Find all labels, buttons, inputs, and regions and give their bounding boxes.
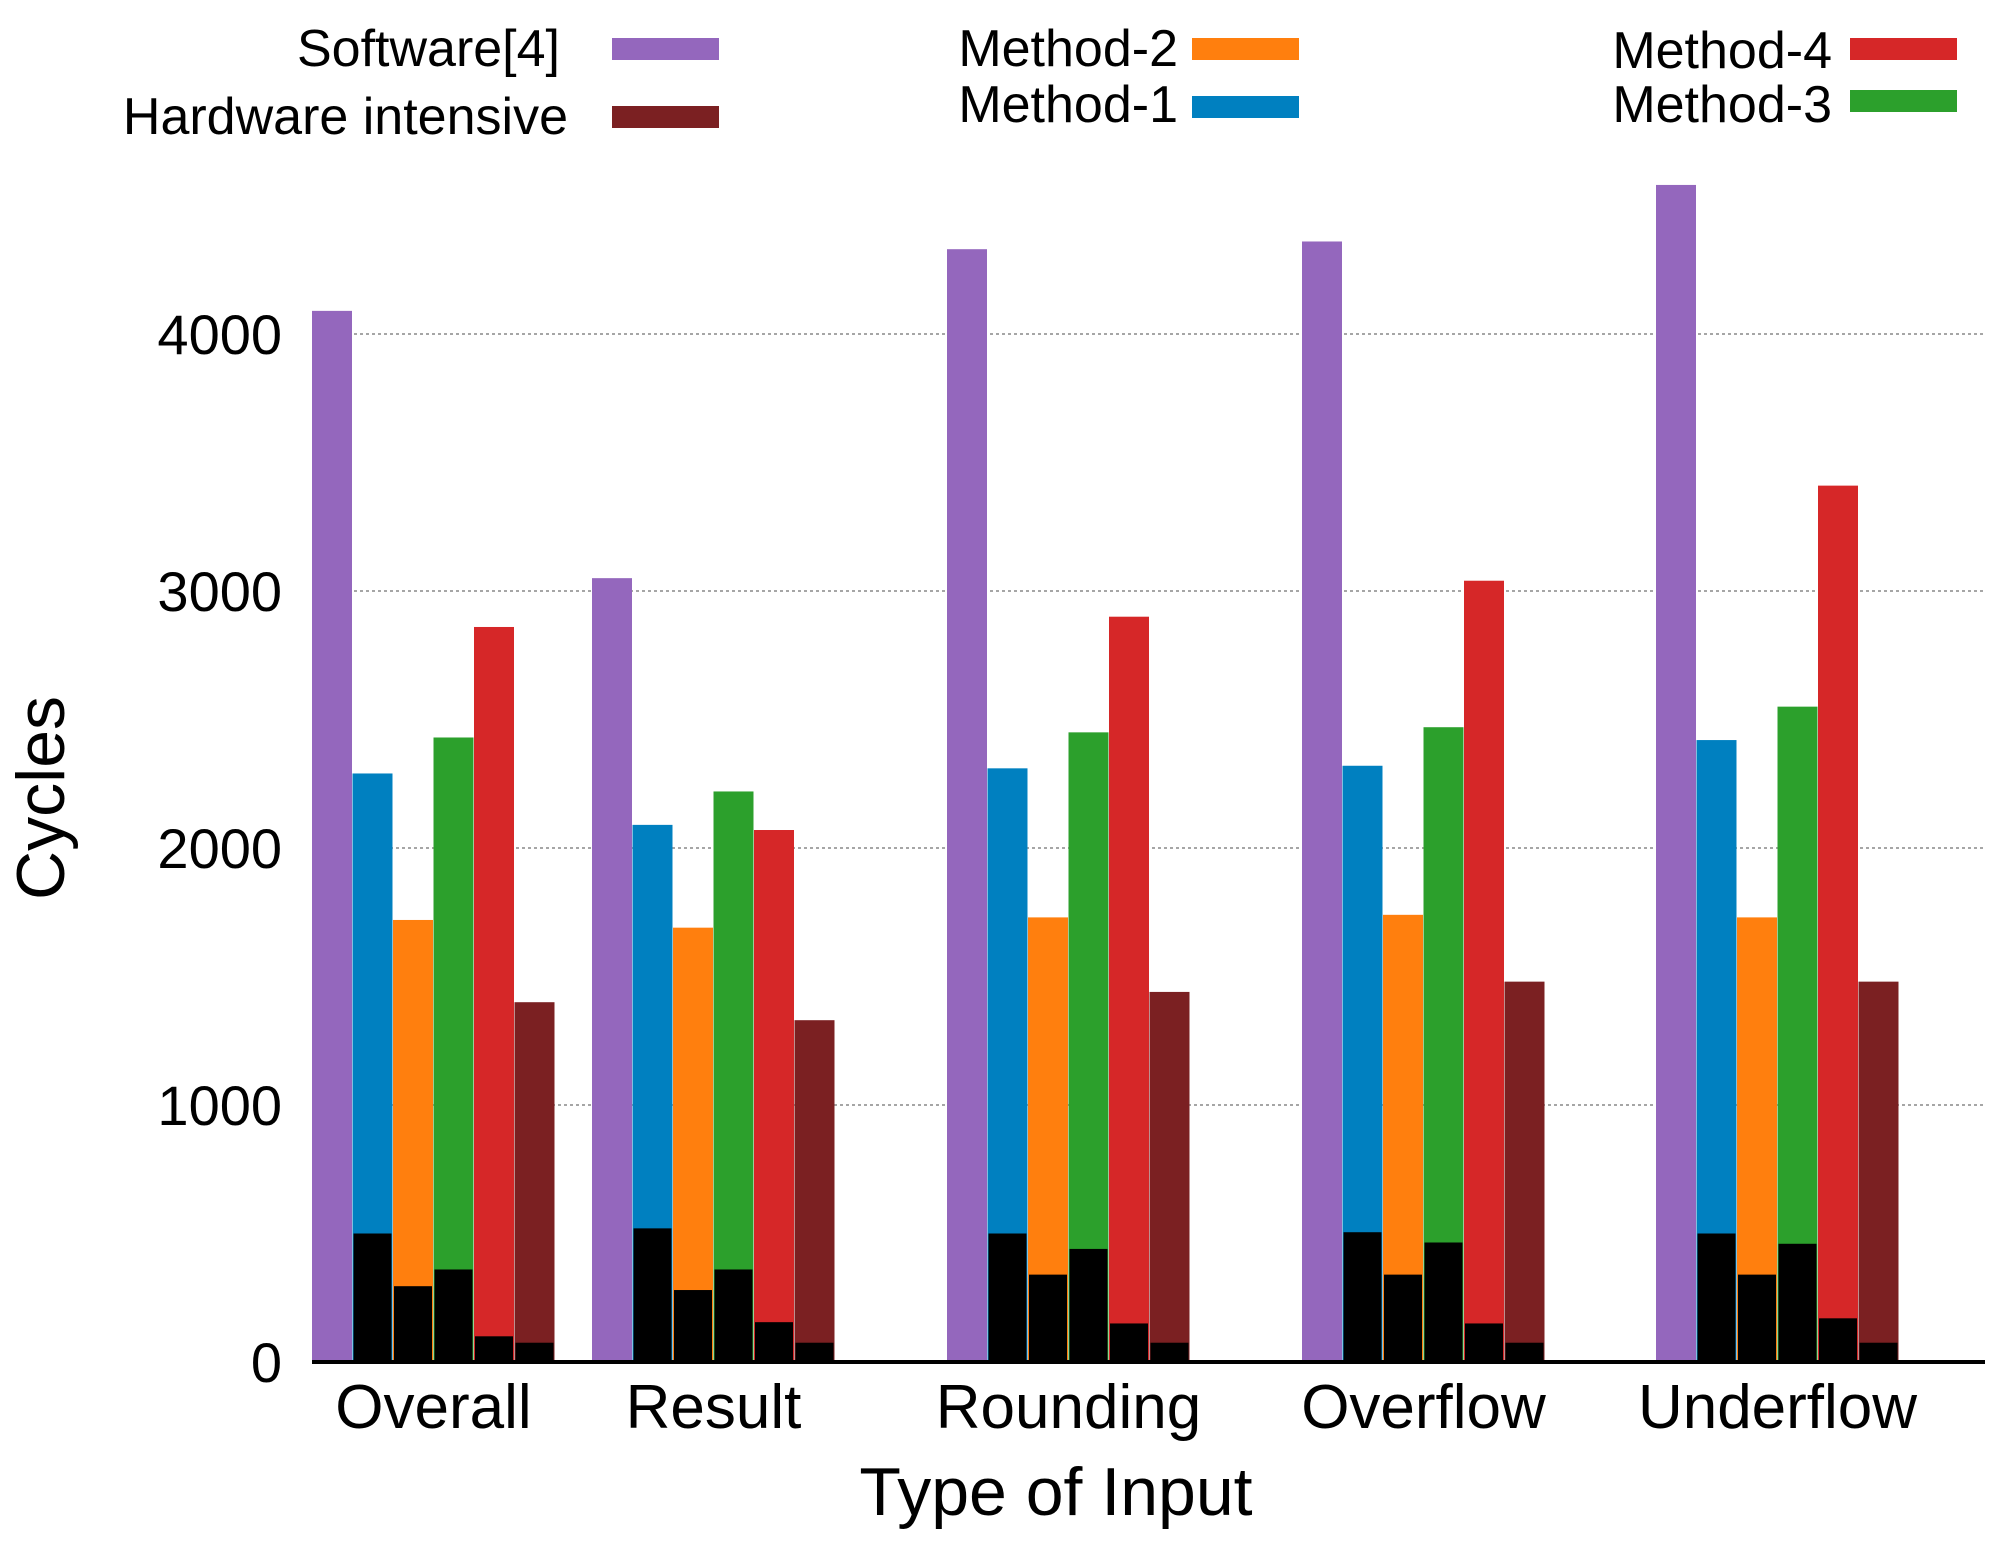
bar-method-4-underflow — [1818, 485, 1858, 1362]
inner-bar-hardware-intensive-overall — [515, 1342, 554, 1362]
inner-bar-method-1-overflow — [1343, 1232, 1382, 1362]
bars — [312, 184, 1899, 1363]
inner-bar-method-3-overall — [434, 1269, 473, 1362]
inner-bar-method-2-overall — [394, 1286, 432, 1362]
bar-method-4-overflow — [1464, 580, 1504, 1362]
bar-software-4--result — [592, 578, 632, 1362]
legend-label: Method-2 — [958, 20, 1178, 78]
inner-bar-method-4-overall — [475, 1336, 513, 1362]
bar-method-4-rounding — [1109, 616, 1149, 1362]
bar-method-3-result — [713, 791, 754, 1362]
bar-hardware-intensive-result — [794, 1020, 835, 1362]
bar-method-2-result — [673, 927, 713, 1362]
x-axis-title: Type of Input — [859, 1454, 1252, 1530]
bar-software-4--rounding — [947, 249, 987, 1363]
x-tick-label: Underflow — [1638, 1373, 1917, 1442]
inner-bar-method-4-overflow — [1465, 1323, 1503, 1362]
legend: Software[4]Hardware intensiveMethod-2Met… — [123, 20, 1957, 146]
inner-bar-method-2-overflow — [1384, 1274, 1422, 1362]
legend-label: Method-1 — [958, 76, 1178, 134]
x-tick-label: Overflow — [1301, 1373, 1546, 1442]
legend-label: Method-3 — [1612, 76, 1832, 134]
inner-bar-method-4-underflow — [1819, 1318, 1857, 1362]
inner-bar-method-1-overall — [353, 1233, 392, 1362]
x-tick-label: Rounding — [936, 1373, 1201, 1442]
legend-swatch — [612, 38, 719, 60]
legend-label: Software[4] — [297, 20, 560, 78]
bar-method-4-overall — [474, 626, 514, 1362]
inner-bar-method-2-rounding — [1029, 1274, 1067, 1362]
y-tick-label: 0 — [251, 1331, 282, 1394]
legend-swatch — [1850, 38, 1957, 60]
legend-swatch — [1192, 96, 1299, 118]
inner-bar-method-1-result — [633, 1228, 672, 1362]
y-tick-label: 4000 — [157, 303, 282, 366]
inner-bar-method-4-rounding — [1110, 1323, 1148, 1362]
inner-bars — [353, 1228, 1898, 1362]
bar-hardware-intensive-underflow — [1858, 981, 1899, 1362]
legend-swatch — [612, 106, 719, 128]
x-tick-labels: Overall Result Rounding Overflow Underflow — [335, 1373, 1917, 1442]
y-tick-label: 3000 — [157, 560, 282, 623]
bar-hardware-intensive-rounding — [1149, 991, 1190, 1362]
x-tick-label: Overall — [335, 1373, 531, 1442]
inner-bar-method-3-underflow — [1778, 1243, 1817, 1362]
inner-bar-method-3-rounding — [1069, 1248, 1108, 1362]
bar-software-4--overall — [312, 310, 352, 1362]
x-tick-label: Result — [626, 1373, 802, 1442]
inner-bar-method-2-underflow — [1738, 1274, 1776, 1362]
inner-bar-method-3-overflow — [1424, 1242, 1463, 1362]
y-tick-labels: 0 1000 2000 3000 4000 — [157, 303, 282, 1394]
inner-bar-method-1-rounding — [988, 1233, 1027, 1362]
y-tick-label: 1000 — [157, 1074, 282, 1137]
inner-bar-hardware-intensive-underflow — [1859, 1342, 1898, 1362]
bar-hardware-intensive-overflow — [1504, 981, 1545, 1362]
inner-bar-hardware-intensive-overflow — [1505, 1342, 1544, 1362]
legend-swatch — [1192, 38, 1299, 60]
bar-software-4--underflow — [1656, 184, 1696, 1363]
inner-bar-hardware-intensive-result — [795, 1342, 834, 1362]
y-axis-title: Cycles — [3, 696, 79, 900]
y-tick-label: 2000 — [157, 817, 282, 880]
legend-swatch — [1850, 90, 1957, 112]
inner-bar-method-1-underflow — [1697, 1233, 1736, 1362]
bar-method-3-overall — [433, 737, 474, 1362]
inner-bar-method-4-result — [755, 1322, 793, 1362]
bar-method-4-result — [754, 830, 794, 1362]
legend-label: Hardware intensive — [123, 88, 568, 146]
legend-label: Method-4 — [1612, 22, 1832, 80]
bar-hardware-intensive-overall — [514, 1002, 555, 1362]
inner-bar-method-3-result — [714, 1269, 753, 1362]
inner-bar-hardware-intensive-rounding — [1150, 1342, 1189, 1362]
inner-bar-method-2-result — [674, 1290, 712, 1362]
bar-software-4--overflow — [1302, 241, 1342, 1363]
